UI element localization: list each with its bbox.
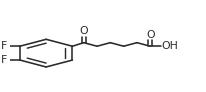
- Text: OH: OH: [161, 41, 178, 51]
- Text: F: F: [1, 55, 7, 65]
- Text: O: O: [145, 30, 154, 40]
- Text: O: O: [79, 26, 88, 36]
- Text: F: F: [1, 41, 7, 51]
